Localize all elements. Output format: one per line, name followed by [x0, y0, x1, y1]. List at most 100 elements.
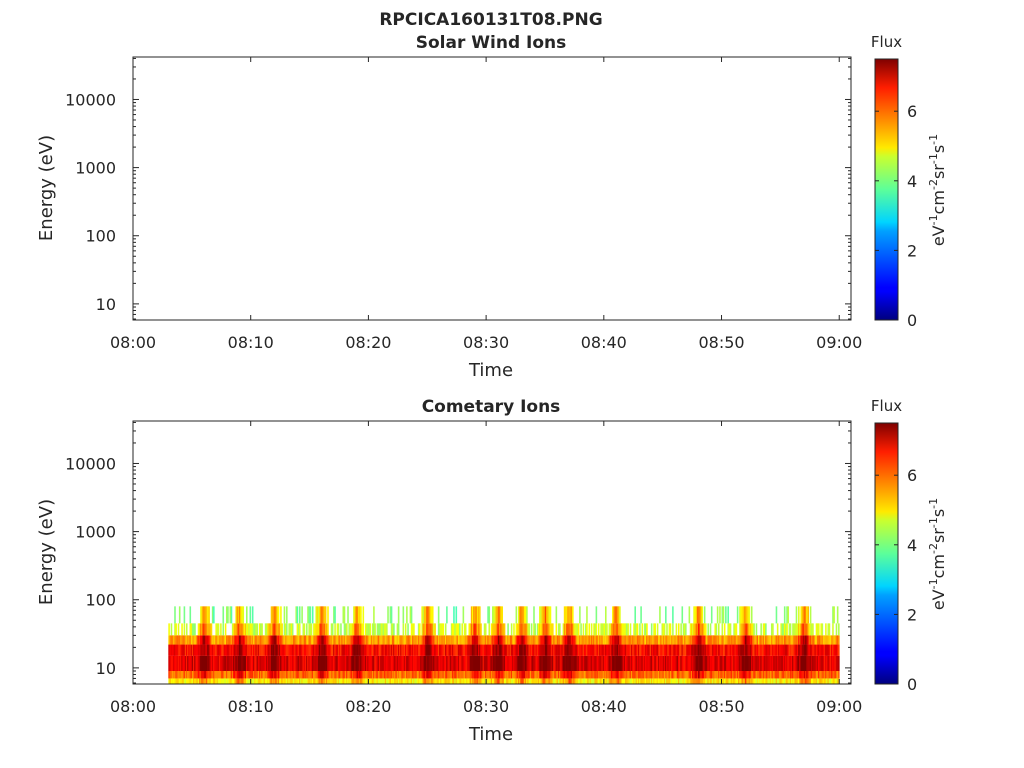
heatmap-cell [762, 671, 765, 679]
heatmap-cell [822, 655, 825, 671]
heatmap-cell [636, 623, 639, 636]
heatmap-cell [762, 644, 765, 656]
heatmap-cell [261, 635, 263, 645]
heatmap-cell [501, 655, 503, 671]
heatmap-cell [488, 655, 491, 671]
heatmap-cell [716, 606, 719, 624]
heatmap-cell [201, 644, 203, 656]
heatmap-cell [229, 678, 232, 684]
heatmap-cell [542, 655, 545, 671]
heatmap-cell [216, 678, 219, 684]
heatmap-cell [222, 671, 225, 679]
heatmap-cell [334, 606, 336, 624]
heatmap-cell [637, 678, 640, 684]
heatmap-cell [355, 635, 358, 645]
heatmap-cell [409, 635, 412, 645]
heatmap-cell [566, 644, 568, 656]
heatmap-cell [523, 678, 526, 684]
heatmap-cell [297, 671, 300, 679]
heatmap-cell [729, 655, 732, 671]
heatmap-cell [479, 623, 481, 636]
heatmap-cell [421, 671, 423, 679]
heatmap-cell [660, 655, 662, 671]
heatmap-cell [286, 606, 288, 624]
heatmap-cell [477, 655, 480, 671]
heatmap-cell [484, 644, 487, 656]
heatmap-cell [367, 635, 369, 645]
heatmap-cell [471, 655, 474, 671]
heatmap-cell [191, 671, 194, 679]
heatmap-cell [564, 678, 567, 684]
heatmap-cell [301, 606, 303, 624]
heatmap-cell [496, 671, 499, 679]
heatmap-cell [524, 644, 527, 656]
heatmap-cell [393, 635, 395, 645]
heatmap-cell [248, 655, 250, 671]
heatmap-cell [677, 644, 680, 656]
heatmap-cell [696, 671, 699, 679]
heatmap-cell [555, 623, 558, 636]
heatmap-cell [714, 671, 717, 679]
heatmap-cell [258, 635, 261, 645]
heatmap-cell [706, 644, 708, 656]
heatmap-cell [175, 623, 177, 636]
heatmap-cell [205, 655, 208, 671]
heatmap-cell [201, 635, 203, 645]
heatmap-cell [745, 623, 747, 636]
heatmap-cell [384, 635, 387, 645]
heatmap-cell [437, 644, 440, 656]
heatmap-cell [690, 635, 693, 645]
heatmap-cell [559, 678, 561, 684]
heatmap-cell [322, 623, 325, 636]
heatmap-cell [177, 644, 180, 656]
heatmap-cell [616, 635, 619, 645]
heatmap-cell [595, 644, 598, 656]
heatmap-cell [695, 644, 698, 656]
heatmap-cell [286, 635, 288, 645]
heatmap-cell [700, 623, 702, 636]
heatmap-cell [723, 678, 726, 684]
heatmap-cell [216, 644, 219, 656]
heatmap-cell [662, 655, 665, 671]
heatmap-cell [735, 678, 738, 684]
heatmap-cell [582, 623, 585, 636]
heatmap-cell [515, 671, 518, 679]
heatmap-cell [484, 671, 487, 679]
heatmap-cell [223, 644, 226, 656]
heatmap-cell [655, 644, 658, 656]
heatmap-cell [246, 655, 248, 671]
heatmap-cell [490, 644, 493, 656]
heatmap-cell [768, 635, 771, 645]
heatmap-cell [532, 635, 534, 645]
heatmap-cell [470, 678, 473, 684]
heatmap-cell [351, 671, 354, 679]
heatmap-cell [613, 655, 615, 671]
heatmap-cell [337, 644, 340, 656]
heatmap-cell [515, 635, 518, 645]
heatmap-cell [316, 606, 319, 624]
heatmap-cell [207, 655, 209, 671]
heatmap-cell [303, 635, 306, 645]
heatmap-cell [362, 606, 365, 624]
heatmap-cell [561, 644, 564, 656]
heatmap-cell [603, 635, 606, 645]
heatmap-cell [616, 671, 619, 679]
heatmap-cell [701, 606, 704, 624]
heatmap-cell [278, 635, 281, 645]
x-tick-label: 08:40 [581, 697, 627, 716]
heatmap-cell [699, 623, 701, 636]
heatmap-cell [257, 644, 260, 656]
heatmap-cell [228, 635, 230, 645]
heatmap-cell [838, 671, 840, 679]
heatmap-cell [537, 635, 540, 645]
heatmap-cell [469, 644, 472, 656]
heatmap-cell [774, 635, 777, 645]
heatmap-cell [316, 635, 319, 645]
heatmap-cell [364, 678, 367, 684]
heatmap-cell [656, 655, 659, 671]
heatmap-cell [368, 678, 370, 684]
heatmap-cell [336, 655, 339, 671]
heatmap-cell [268, 671, 270, 679]
heatmap-cell [271, 678, 274, 684]
heatmap-cell [493, 671, 495, 679]
